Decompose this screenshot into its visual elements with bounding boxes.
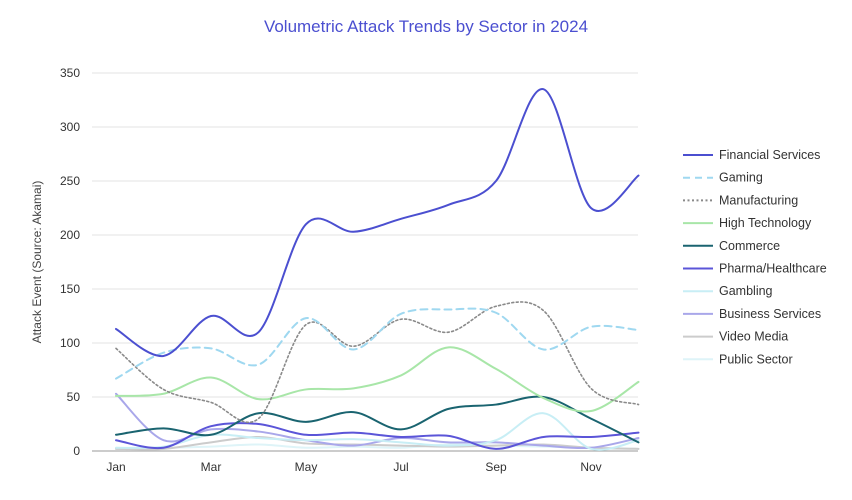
legend-label: Gambling — [719, 284, 773, 298]
legend-item-commerce: Commerce — [683, 239, 780, 253]
x-tick-label: May — [295, 460, 318, 474]
x-tick-label: Jan — [106, 460, 125, 474]
legend-item-pharma-healthcare: Pharma/Healthcare — [683, 262, 827, 276]
chart-title: Volumetric Attack Trends by Sector in 20… — [263, 17, 589, 36]
y-tick-label: 50 — [67, 390, 81, 404]
axes: 0 50 100 150 200 250 300 350 Jan Mar May Jul Sep Nov A… — [30, 66, 602, 474]
legend-label: Gaming — [719, 171, 763, 185]
legend: Financial Services Gaming Manufacturing Hig… — [683, 148, 827, 366]
legend-item-financial-services: Financial Services — [683, 148, 820, 162]
series-line-video-media — [115, 435, 640, 451]
legend-label: Pharma/Healthcare — [719, 262, 827, 276]
x-tick-label: Sep — [485, 460, 507, 474]
x-tick-label: Nov — [580, 460, 601, 474]
x-tick-label: Mar — [201, 460, 222, 474]
series-line-financial-services — [115, 88, 640, 357]
legend-item-video-media: Video Media — [683, 330, 788, 344]
series-line-gaming — [115, 307, 640, 380]
series-line-manufacturing — [115, 301, 640, 424]
legend-label: Manufacturing — [719, 193, 798, 207]
legend-item-gaming: Gaming — [683, 171, 763, 185]
series-lines — [115, 88, 640, 451]
legend-label: Video Media — [719, 330, 788, 344]
x-tick-label: Jul — [393, 460, 408, 474]
legend-label: High Technology — [719, 216, 812, 230]
y-tick-label: 250 — [60, 174, 80, 188]
legend-item-manufacturing: Manufacturing — [683, 193, 798, 207]
y-tick-label: 150 — [60, 282, 80, 296]
legend-item-gambling: Gambling — [683, 284, 773, 298]
legend-label: Public Sector — [719, 352, 793, 366]
legend-label: Financial Services — [719, 148, 820, 162]
y-tick-label: 200 — [60, 228, 80, 242]
y-tick-label: 100 — [60, 336, 80, 350]
series-line-high-technology — [115, 346, 640, 413]
legend-label: Commerce — [719, 239, 780, 253]
series-line-business-services — [115, 392, 640, 450]
y-axis-label: Attack Event (Source: Akamai) — [30, 181, 44, 344]
legend-item-high-technology: High Technology — [683, 216, 812, 230]
series-line-commerce — [115, 395, 640, 444]
y-tick-label: 300 — [60, 120, 80, 134]
legend-label: Business Services — [719, 307, 821, 321]
legend-item-public-sector: Public Sector — [683, 352, 793, 366]
y-tick-label: 350 — [60, 66, 80, 80]
legend-item-business-services: Business Services — [683, 307, 821, 321]
series-line-pharma-healthcare — [115, 422, 640, 450]
y-tick-label: 0 — [73, 444, 80, 458]
